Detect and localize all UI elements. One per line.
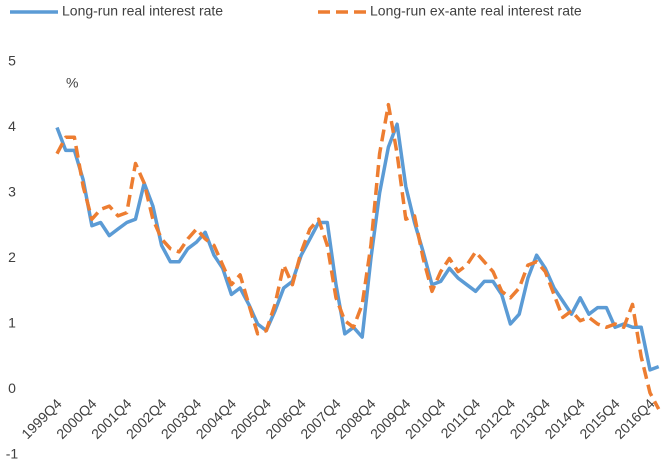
y-tick-label: -1 bbox=[6, 446, 19, 462]
y-tick-label: 4 bbox=[8, 118, 16, 134]
y-tick-label: 3 bbox=[8, 184, 16, 200]
y-tick-label: 5 bbox=[8, 53, 16, 69]
y-tick-label: 0 bbox=[8, 380, 16, 396]
legend-label: Long-run real interest rate bbox=[62, 3, 223, 19]
y-tick-label: 1 bbox=[8, 315, 16, 331]
unit-annotation: % bbox=[66, 75, 78, 91]
series-line bbox=[55, 102, 661, 410]
legend-label: Long-run ex-ante real interest rate bbox=[370, 3, 582, 19]
y-tick-label: 2 bbox=[8, 249, 16, 265]
series-line bbox=[55, 122, 660, 372]
